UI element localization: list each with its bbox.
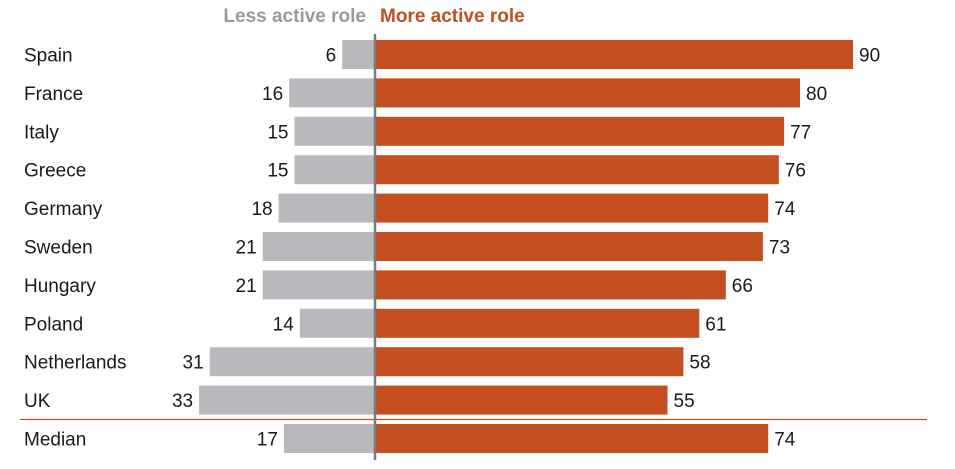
category-label-germany: Germany [24, 199, 103, 220]
bar-less-poland [299, 308, 374, 338]
bar-more-poland [376, 308, 700, 338]
value-label-less-median: 17 [257, 430, 278, 451]
bar-less-italy [294, 116, 374, 146]
value-label-less-greece: 15 [267, 161, 288, 182]
category-label-sweden: Sweden [24, 238, 93, 259]
value-label-more-sweden: 73 [769, 238, 790, 259]
bar-less-spain [342, 40, 374, 69]
bar-more-median [376, 424, 769, 453]
value-label-more-uk: 55 [674, 391, 695, 412]
bar-less-germany [278, 193, 374, 223]
bar-less-france [289, 78, 374, 108]
bar-less-median [283, 424, 374, 453]
value-label-less-uk: 33 [172, 391, 193, 412]
bar-more-netherlands [376, 347, 684, 377]
category-label-hungary: Hungary [24, 276, 96, 297]
bar-more-sweden [376, 232, 763, 261]
value-label-more-hungary: 66 [732, 276, 753, 297]
bar-more-hungary [376, 270, 726, 300]
bar-less-uk [199, 385, 374, 415]
bar-less-hungary [262, 270, 374, 300]
value-label-less-hungary: 21 [236, 276, 257, 297]
bar-more-germany [376, 193, 769, 223]
bar-more-spain [376, 40, 853, 69]
legend-less-active-role: Less active role [223, 6, 366, 27]
category-label-greece: Greece [24, 161, 86, 182]
legend-more-active-role: More active role [380, 6, 525, 27]
bar-less-netherlands [209, 347, 374, 377]
bar-more-italy [376, 116, 785, 146]
category-label-italy: Italy [24, 122, 59, 143]
value-label-less-netherlands: 31 [183, 353, 204, 374]
value-label-less-poland: 14 [273, 314, 295, 335]
bar-less-sweden [262, 232, 374, 261]
value-label-less-italy: 15 [267, 122, 288, 143]
value-label-more-median: 74 [774, 430, 796, 451]
value-label-more-poland: 61 [705, 314, 726, 335]
value-label-less-germany: 18 [251, 199, 272, 220]
value-label-less-spain: 6 [326, 46, 337, 67]
value-label-more-netherlands: 58 [689, 353, 710, 374]
value-label-more-italy: 77 [790, 122, 811, 143]
category-label-netherlands: Netherlands [24, 353, 126, 374]
bar-more-uk [376, 385, 668, 415]
value-label-more-spain: 90 [859, 46, 880, 67]
value-label-less-france: 16 [262, 84, 283, 105]
bar-more-france [376, 78, 800, 108]
value-label-more-france: 80 [806, 84, 827, 105]
bar-less-greece [294, 155, 374, 185]
category-label-uk: UK [24, 391, 51, 412]
category-label-poland: Poland [24, 314, 83, 335]
value-label-less-sweden: 21 [236, 238, 257, 259]
category-label-median: Median [24, 430, 86, 451]
value-label-more-greece: 76 [785, 161, 806, 182]
category-label-france: France [24, 84, 83, 105]
category-label-spain: Spain [24, 46, 73, 67]
bar-more-greece [376, 155, 779, 185]
value-label-more-germany: 74 [774, 199, 796, 220]
